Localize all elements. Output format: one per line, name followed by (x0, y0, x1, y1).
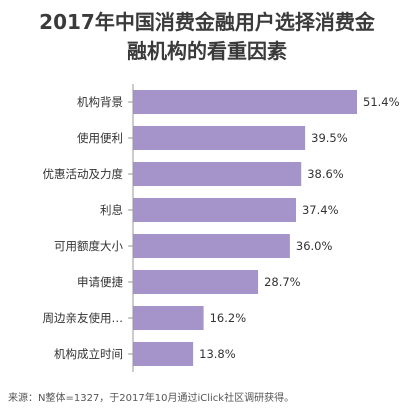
chart-title-line-1: 2017年中国消费金融用户选择消费金 (39, 10, 375, 34)
bar-chart: 机构背景 51.4% 使用便利 39.5% 优惠活动及力度 38.6% 利息 37.4% 可用额… (43, 84, 400, 372)
bar (133, 162, 302, 186)
category-label: 可用额度大小 (54, 239, 123, 253)
data-label: 36.0% (296, 239, 333, 253)
category-label: 申请便捷 (77, 275, 123, 289)
category-label: 优惠活动及力度 (43, 167, 124, 181)
bar (133, 126, 306, 150)
chart-title-line-2: 融机构的看重因素 (127, 39, 287, 63)
bar (133, 234, 290, 258)
data-label: 38.6% (307, 167, 344, 181)
data-label: 39.5% (311, 131, 348, 145)
bar (133, 342, 194, 366)
data-label: 13.8% (199, 347, 236, 361)
category-label: 周边亲友使用… (43, 311, 124, 325)
data-label: 16.2% (210, 311, 247, 325)
source-note: 来源：N整体=1327，于2017年10月通过iClick社区调研获得。 (8, 393, 295, 404)
data-label: 51.4% (363, 95, 400, 109)
category-label: 使用便利 (77, 131, 123, 145)
data-label: 28.7% (264, 275, 301, 289)
category-label: 机构背景 (77, 95, 123, 109)
bar (133, 90, 357, 114)
category-label: 利息 (100, 203, 123, 217)
bar (133, 306, 204, 330)
chart-title: 2017年中国消费金融用户选择消费金 融机构的看重因素 (0, 8, 414, 66)
bar (133, 270, 259, 294)
bar (133, 198, 296, 222)
data-label: 37.4% (302, 203, 339, 217)
category-label: 机构成立时间 (54, 347, 123, 361)
